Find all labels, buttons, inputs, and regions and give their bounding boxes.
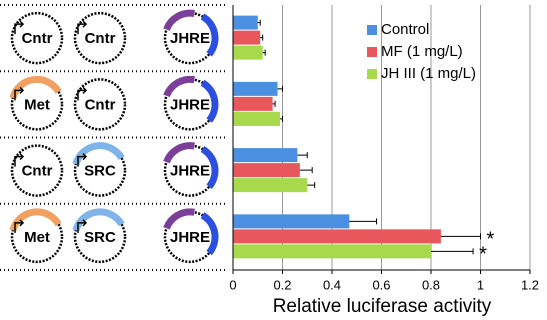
error-bar (297, 152, 307, 158)
plasmid: Cntr (12, 13, 62, 63)
x-tick-label: 0.2 (273, 277, 291, 292)
plasmid-insert (167, 13, 195, 29)
x-axis-label: Relative luciferase activity (273, 296, 492, 317)
bar (233, 97, 273, 111)
legend-label: JH III (1 mg/L) (381, 65, 476, 82)
error-bar (441, 233, 481, 239)
bar (233, 31, 260, 45)
plasmid-label: Cntr (22, 30, 53, 47)
error-bar (280, 116, 282, 122)
plasmid: SRC (75, 212, 125, 262)
bar (233, 178, 307, 192)
bar (233, 82, 278, 96)
bar (233, 163, 300, 177)
error-bar (278, 86, 283, 92)
plasmid-label: Met (24, 229, 50, 246)
error-bar (431, 248, 473, 254)
error-bar (258, 20, 260, 26)
plasmid-label: Cntr (85, 96, 116, 113)
x-tick-label: 1 (477, 277, 484, 292)
bar (233, 244, 431, 258)
plasmid: Cntr (75, 79, 125, 129)
plasmid-insert (167, 79, 195, 95)
bar (233, 16, 258, 30)
x-tick-label: 0.4 (323, 277, 341, 292)
bar (233, 46, 263, 60)
error-bar (300, 167, 312, 173)
legend-swatch (367, 47, 377, 57)
x-tick-label: 1.2 (521, 277, 539, 292)
plasmid-insert (13, 212, 59, 231)
x-tick-label: 0.8 (422, 277, 440, 292)
plasmid-label: Cntr (85, 30, 116, 47)
plasmid-label: JHRE (170, 163, 210, 180)
plasmid: JHRE (165, 212, 215, 262)
legend-label: MF (1 mg/L) (381, 43, 463, 60)
plasmid: Cntr (12, 146, 62, 196)
error-bar (307, 182, 314, 188)
plasmid-insert (76, 212, 122, 231)
plasmid: JHRE (165, 146, 215, 196)
x-tick-label: 0.6 (372, 277, 390, 292)
error-bar (260, 35, 262, 41)
annotation: * (487, 229, 495, 251)
error-bar (263, 50, 265, 56)
bar (233, 112, 280, 126)
plasmid: Met (12, 212, 62, 262)
plasmid-insert (76, 146, 122, 165)
bar (233, 148, 297, 162)
plasmid: Cntr (75, 13, 125, 63)
legend-swatch (367, 25, 377, 35)
annotation: * (479, 244, 487, 266)
plasmid: JHRE (165, 79, 215, 129)
plasmid: Met (12, 79, 62, 129)
plasmid-label: JHRE (170, 30, 210, 47)
bar (233, 229, 441, 243)
plasmid: JHRE (165, 13, 215, 63)
plasmid: SRC (75, 146, 125, 196)
plasmid-insert (167, 212, 195, 228)
x-tick-label: 0 (229, 277, 236, 292)
plasmid-label: JHRE (170, 229, 210, 246)
error-bar (349, 218, 376, 224)
plasmid-label: JHRE (170, 96, 210, 113)
plasmid-label: SRC (84, 229, 116, 246)
figure: Relative luciferase activity 0 0.2 0.4 0.6 0… (0, 0, 547, 320)
plasmid-insert (13, 79, 59, 98)
legend-swatch (367, 69, 377, 79)
plasmid-label: Met (24, 96, 50, 113)
plasmid-insert (167, 146, 195, 162)
error-bar (273, 101, 275, 107)
plasmid-label: SRC (84, 163, 116, 180)
bar (233, 214, 349, 228)
plasmid-label: Cntr (22, 163, 53, 180)
legend-label: Control (381, 21, 429, 38)
